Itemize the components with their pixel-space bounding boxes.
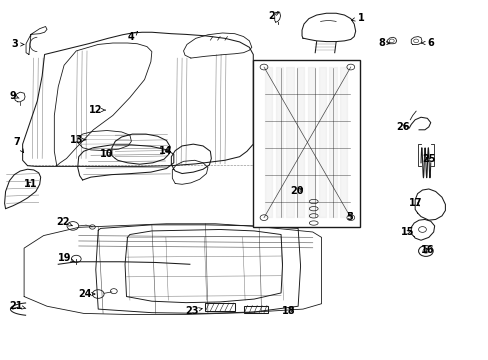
Text: 22: 22 [56, 217, 73, 227]
Text: 9: 9 [9, 91, 19, 101]
Text: 3: 3 [11, 40, 24, 49]
Text: 17: 17 [408, 198, 422, 208]
Text: 14: 14 [159, 145, 172, 156]
Text: 7: 7 [13, 138, 23, 153]
Text: 1: 1 [351, 13, 364, 23]
Text: 11: 11 [24, 179, 38, 189]
Text: 21: 21 [10, 301, 26, 311]
Text: 19: 19 [58, 253, 75, 263]
Text: 20: 20 [290, 186, 303, 197]
Bar [204, 303, 234, 311]
Text: 26: 26 [395, 122, 409, 132]
Text: 16: 16 [420, 245, 433, 255]
Bar [253, 59, 359, 227]
Text: 12: 12 [89, 105, 105, 115]
Text: 6: 6 [421, 38, 433, 48]
Text: 4: 4 [128, 32, 138, 42]
Text: 23: 23 [185, 306, 202, 316]
Text: 2: 2 [267, 11, 278, 21]
Text: 24: 24 [78, 289, 95, 299]
Text: 15: 15 [400, 227, 414, 237]
Text: 13: 13 [69, 135, 85, 145]
Text: 5: 5 [346, 212, 352, 221]
Bar [243, 306, 267, 313]
Text: 10: 10 [100, 149, 114, 159]
Text: 25: 25 [421, 154, 435, 164]
Text: 18: 18 [281, 306, 295, 316]
Text: 8: 8 [378, 38, 389, 48]
